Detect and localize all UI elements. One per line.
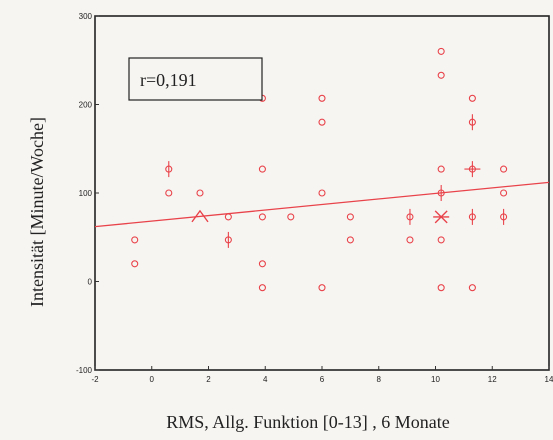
- circle-marker: [196, 189, 204, 197]
- circle-marker: [131, 236, 139, 244]
- x-tick-label: 8: [377, 375, 382, 384]
- x-tick-label: 4: [263, 375, 268, 384]
- data-point: [433, 210, 450, 224]
- circle-marker: [346, 213, 354, 221]
- data-point: [318, 189, 326, 197]
- circle-marker: [468, 94, 476, 102]
- circle-marker: [437, 284, 445, 292]
- data-point: [258, 165, 266, 173]
- data-point: [224, 231, 232, 248]
- circle-marker: [437, 71, 445, 79]
- circle-marker: [131, 260, 139, 268]
- x-tick-label: 14: [545, 375, 553, 384]
- circle-marker: [406, 236, 414, 244]
- y-tick-label: -100: [76, 366, 93, 375]
- circle-marker: [318, 284, 326, 292]
- data-point: [131, 236, 139, 244]
- data-point: [437, 284, 445, 292]
- data-point: [346, 236, 354, 244]
- circle-marker: [258, 213, 266, 221]
- data-point: [131, 260, 139, 268]
- data-point: [196, 189, 204, 197]
- circle-marker: [468, 284, 476, 292]
- data-point: [258, 284, 266, 292]
- x-axis-title: RMS, Allg. Funktion [0-13] , 6 Monate: [166, 412, 450, 432]
- data-point: [191, 209, 209, 223]
- data-point: [468, 114, 476, 131]
- data-point: [437, 71, 445, 79]
- circle-marker: [258, 284, 266, 292]
- y-tick-label: 0: [88, 278, 93, 287]
- data-point: [500, 208, 508, 225]
- data-point: [258, 213, 266, 221]
- data-point: [258, 260, 266, 268]
- x-tick-label: 10: [431, 375, 440, 384]
- data-point: [468, 94, 476, 102]
- data-point: [437, 47, 445, 55]
- data-point: [165, 161, 173, 178]
- x-tick-label: 0: [150, 375, 155, 384]
- correlation-label: r=0,191: [140, 70, 197, 90]
- regression-line-group: [94, 181, 550, 228]
- y-tick-label: 200: [79, 101, 93, 110]
- axis-ticks: -2 0 2 4 6 8 10 12 14 -100 0 100 200 300: [76, 12, 553, 384]
- y-tick-label: 100: [79, 189, 93, 198]
- data-point: [318, 118, 326, 126]
- circle-marker: [346, 236, 354, 244]
- x-tick-label: 2: [206, 375, 211, 384]
- circle-marker: [500, 189, 508, 197]
- data-point: [437, 236, 445, 244]
- data-point: [346, 213, 354, 221]
- circle-marker: [287, 213, 295, 221]
- triangle-marker: [191, 209, 209, 223]
- data-point: [500, 189, 508, 197]
- asterisk-stroke: [434, 210, 448, 224]
- data-point: [468, 208, 476, 225]
- data-point: [287, 213, 295, 221]
- data-point: [437, 165, 445, 173]
- regression-line: [94, 181, 550, 228]
- correlation-box-frame: [128, 57, 263, 101]
- circle-marker: [165, 189, 173, 197]
- data-point: [224, 213, 232, 221]
- circle-marker: [258, 165, 266, 173]
- data-point: [406, 208, 414, 225]
- circle-marker: [318, 94, 326, 102]
- circle-marker: [318, 118, 326, 126]
- x-tick-label: 12: [488, 375, 497, 384]
- correlation-box: r=0,191: [128, 57, 263, 101]
- circle-marker: [437, 165, 445, 173]
- x-tick-label: 6: [320, 375, 325, 384]
- data-point: [500, 165, 508, 173]
- data-point: [468, 284, 476, 292]
- data-point: [464, 161, 481, 178]
- y-axis-title: Intensität [Minute/Woche]: [27, 117, 47, 307]
- data-point: [406, 236, 414, 244]
- data-point: [437, 185, 445, 201]
- circle-marker: [437, 47, 445, 55]
- data-point: [318, 94, 326, 102]
- circle-marker: [500, 165, 508, 173]
- circle-marker: [318, 189, 326, 197]
- y-tick-label: 300: [79, 12, 93, 21]
- data-point: [165, 189, 173, 197]
- circle-marker: [224, 213, 232, 221]
- x-tick-label: -2: [91, 375, 99, 384]
- data-point: [318, 284, 326, 292]
- circle-marker: [437, 236, 445, 244]
- circle-marker: [258, 260, 266, 268]
